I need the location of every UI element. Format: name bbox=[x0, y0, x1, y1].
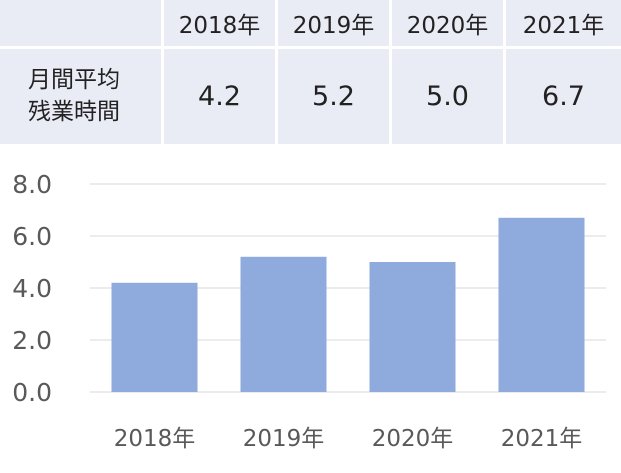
y-tick-label: 6.0 bbox=[12, 222, 52, 251]
x-tick-label: 2021年 bbox=[501, 426, 583, 452]
table-header-2018: 2018年 bbox=[164, 0, 275, 46]
table-value-2018: 4.2 bbox=[164, 49, 275, 144]
table-header-2021: 2021年 bbox=[506, 0, 621, 46]
bar bbox=[369, 262, 456, 392]
bar-chart-svg: 0.0 2.0 4.0 6.0 8.0 2018年 2019年 2020年 2021年 bbox=[12, 170, 606, 452]
y-tick-label: 0.0 bbox=[12, 378, 52, 407]
table-value-2021: 6.7 bbox=[506, 49, 621, 144]
table-corner-cell bbox=[0, 0, 161, 46]
y-tick-label: 4.0 bbox=[12, 274, 52, 303]
table-value-2019: 5.2 bbox=[278, 49, 389, 144]
y-tick-label: 2.0 bbox=[12, 326, 52, 355]
table-row-label: 月間平均 残業時間 bbox=[0, 49, 161, 144]
bar-chart: 0.0 2.0 4.0 6.0 8.0 2018年 2019年 2020年 2021年 bbox=[0, 150, 621, 473]
table-value-2020: 5.0 bbox=[392, 49, 503, 144]
x-tick-label: 2019年 bbox=[243, 426, 325, 452]
bar bbox=[498, 217, 585, 392]
bar bbox=[111, 282, 198, 392]
bar bbox=[240, 256, 327, 392]
x-tick-label: 2020年 bbox=[372, 426, 454, 452]
table-header-2019: 2019年 bbox=[278, 0, 389, 46]
table-header-2020: 2020年 bbox=[392, 0, 503, 46]
x-tick-label: 2018年 bbox=[114, 426, 196, 452]
y-tick-label: 8.0 bbox=[12, 170, 52, 199]
data-table: 2018年 2019年 2020年 2021年 月間平均 残業時間 4.2 5.… bbox=[0, 0, 621, 144]
